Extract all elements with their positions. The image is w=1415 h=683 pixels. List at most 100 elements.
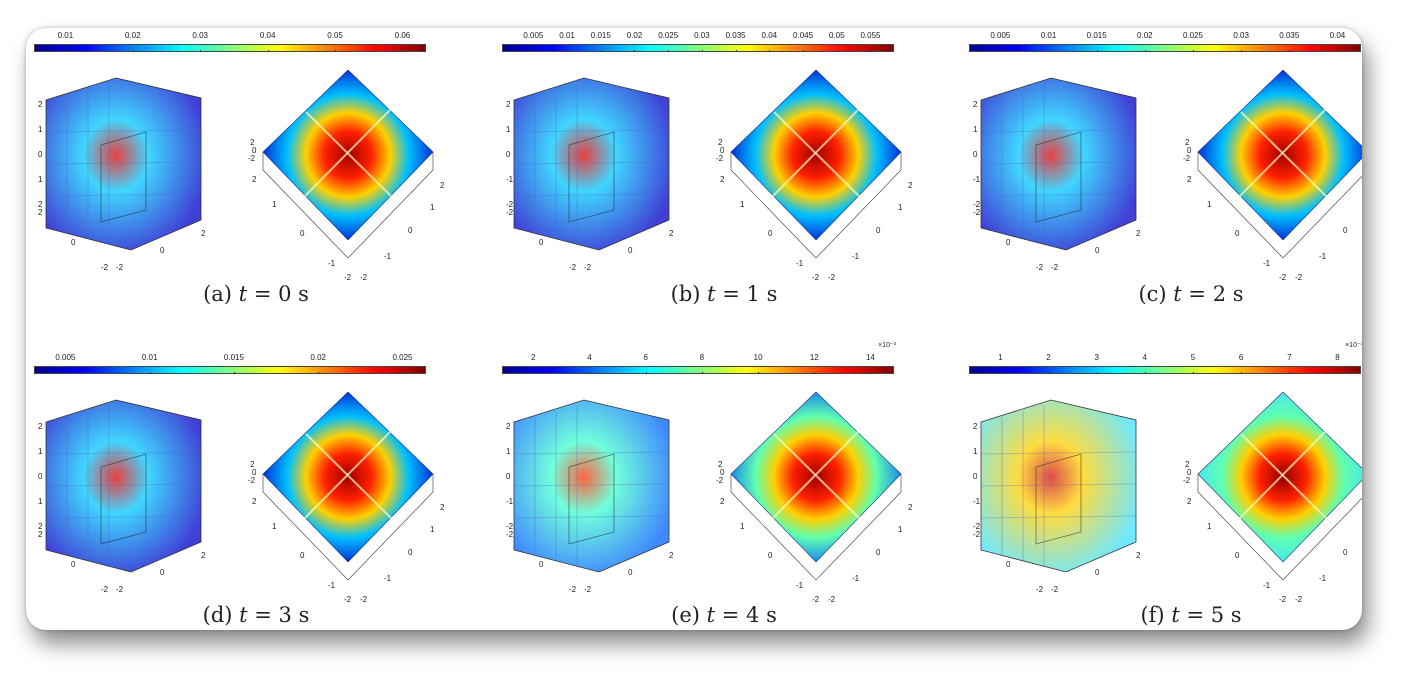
caption-label: (e)	[671, 603, 707, 627]
cube-axis-tick-label: 2	[973, 100, 978, 109]
cube-axis-tick-label: 0	[160, 568, 165, 577]
colorbar-tick-label: 0.02	[124, 31, 141, 40]
colorbar-tick-mark	[870, 50, 872, 52]
colorbar-tick-label: 0.05	[828, 31, 845, 40]
caption-label: (f)	[1140, 603, 1172, 627]
cube-axis-tick-label: -2	[506, 200, 514, 209]
inner-cube-edge	[100, 453, 147, 545]
colorbar-tick-label: 6	[1238, 353, 1244, 362]
surface-axis-tick-label: -2	[1279, 273, 1287, 282]
caption-variable: t	[706, 603, 716, 627]
colorbar-tick-label: 0.005	[55, 353, 76, 362]
surface-crease	[305, 111, 394, 199]
cube-axis-tick-label: 0	[628, 568, 633, 577]
cube-axis-tick-label: -2	[101, 585, 109, 594]
colorbar-tick-label: 0.035	[1279, 31, 1300, 40]
cube-axis-tick-label: 2	[669, 229, 674, 238]
slice-line	[45, 451, 202, 455]
surface-diamond	[730, 70, 902, 241]
cube-axis-tick-label: -2	[101, 263, 109, 272]
cube-volume	[45, 77, 202, 251]
colorbar-tick-mark	[65, 372, 67, 374]
colorbar-tick-label: 0.04	[259, 31, 276, 40]
cube-axis-tick-label: 2	[1136, 551, 1141, 560]
colorbar-tick-label: 1	[998, 353, 1003, 362]
colorbar-tick-label: 4	[1142, 353, 1148, 362]
surface-diamond	[730, 392, 902, 563]
cube-axis-tick-label: 0	[973, 472, 978, 481]
surface-axis-tick-label: -2	[716, 154, 724, 163]
colorbar-tick-label: 0.015	[223, 353, 244, 362]
colorbar-tick-label: 10	[753, 353, 763, 362]
cube-axis-tick-label: -1	[506, 175, 514, 184]
surface-axis-tick-label: -2	[1279, 595, 1287, 604]
surface-axis-tick-label: 2	[250, 460, 255, 469]
cube-axis-tick-label: 0	[1006, 238, 1011, 247]
cube-axis-tick-label: -2	[973, 530, 981, 539]
surface-axis-tick-label: -2	[1295, 273, 1303, 282]
inner-cube-edge	[1035, 453, 1082, 545]
colorbar-tick-label: 0.02	[1137, 31, 1153, 40]
surface-axis-tick-label: 1	[430, 203, 435, 212]
surface-axis-tick-label: 0	[720, 468, 725, 477]
cube-volume	[513, 77, 670, 251]
surface-axis-tick-label: 0	[408, 548, 413, 557]
colorbar-tick-mark	[1289, 50, 1291, 52]
surface-axis-tick-label: -1	[1263, 259, 1271, 268]
slice-line	[513, 483, 670, 487]
surface-axis-box	[1197, 152, 1362, 259]
figure-panel: 2 4 6 8 10 12 14 ×10⁻³ 2 1 0 -1 -2 -2 0 0 2 -2 -2 2 0 -2 2 1 0 -1…	[494, 342, 954, 630]
cube-axis-tick-label: 1	[38, 175, 43, 184]
surface-crease	[1240, 433, 1329, 521]
colorbar-tick-mark	[1048, 372, 1050, 374]
colorbar-tick-mark	[132, 50, 134, 52]
surface-axis-tick-label: -2	[716, 476, 724, 485]
figure-panel: 0.01 0.02 0.03 0.04 0.05 0.06 2 1 0 1 2 2 0 0 2 -2 -2 2 0-…	[26, 28, 486, 328]
surface-axis-tick-label: 2	[718, 460, 723, 469]
colorbar-tick-label: 8	[1335, 353, 1340, 362]
slice-line	[980, 193, 1137, 197]
colorbar-gradient	[969, 366, 1361, 374]
slice-line	[513, 451, 670, 455]
colorbar-tick-label: 4	[587, 353, 592, 362]
cube-volume	[980, 77, 1137, 251]
colorbar-tick-mark	[402, 50, 404, 52]
colorbar-tick-mark	[769, 50, 771, 52]
surface-axis-tick-label: -1	[852, 252, 860, 261]
surface-axis-tick-label: -1	[852, 574, 860, 583]
colorbar-tick-label: 0.005	[523, 31, 544, 40]
surface-axis-tick-label: 0	[768, 551, 773, 560]
caption-variable: t	[1171, 603, 1180, 627]
colorbar-exponent: ×10⁻³	[878, 342, 896, 349]
caption-label: (c)	[1138, 282, 1174, 306]
cube-axis-tick-label: 1	[38, 447, 43, 456]
surface-axis-tick-label: 0	[720, 146, 725, 155]
surface-axis-tick-label: -1	[384, 252, 392, 261]
surface-axis-box	[730, 152, 902, 259]
colorbar-tick-mark	[149, 372, 151, 374]
colorbar-tick-label: 0.01	[559, 31, 575, 40]
surface-axis-box	[262, 474, 434, 581]
colorbar-tick-mark	[701, 50, 703, 52]
slice-line	[513, 515, 670, 519]
surface-axis-tick-label: 2	[908, 503, 913, 512]
colorbar-tick-label: 0.04	[1329, 31, 1346, 40]
caption-label: (d)	[202, 603, 240, 627]
cube-axis-tick-label: 0	[1095, 246, 1100, 255]
figure-panel: 0.005 0.01 0.015 0.02 0.025 2 1 0 1 2 2 0 0 2 -2 -2 2 0 -2…	[26, 350, 486, 630]
cube-volume	[513, 399, 670, 573]
surface-axis-tick-label: 0	[300, 551, 305, 560]
colorbar-tick-mark	[1096, 372, 1098, 374]
colorbar: 0.01 0.02 0.03 0.04 0.05 0.06	[34, 31, 426, 58]
surface-axis-tick-label: 2	[252, 497, 257, 506]
surface-axis-tick-label: 0	[1343, 548, 1348, 557]
caption-variable: t	[238, 282, 248, 306]
inner-cube-edge	[100, 131, 147, 223]
colorbar-tick-label: 0.045	[793, 31, 814, 40]
cube-volume	[45, 399, 202, 573]
colorbar-tick-mark	[1193, 372, 1194, 374]
slice-line	[45, 161, 202, 165]
